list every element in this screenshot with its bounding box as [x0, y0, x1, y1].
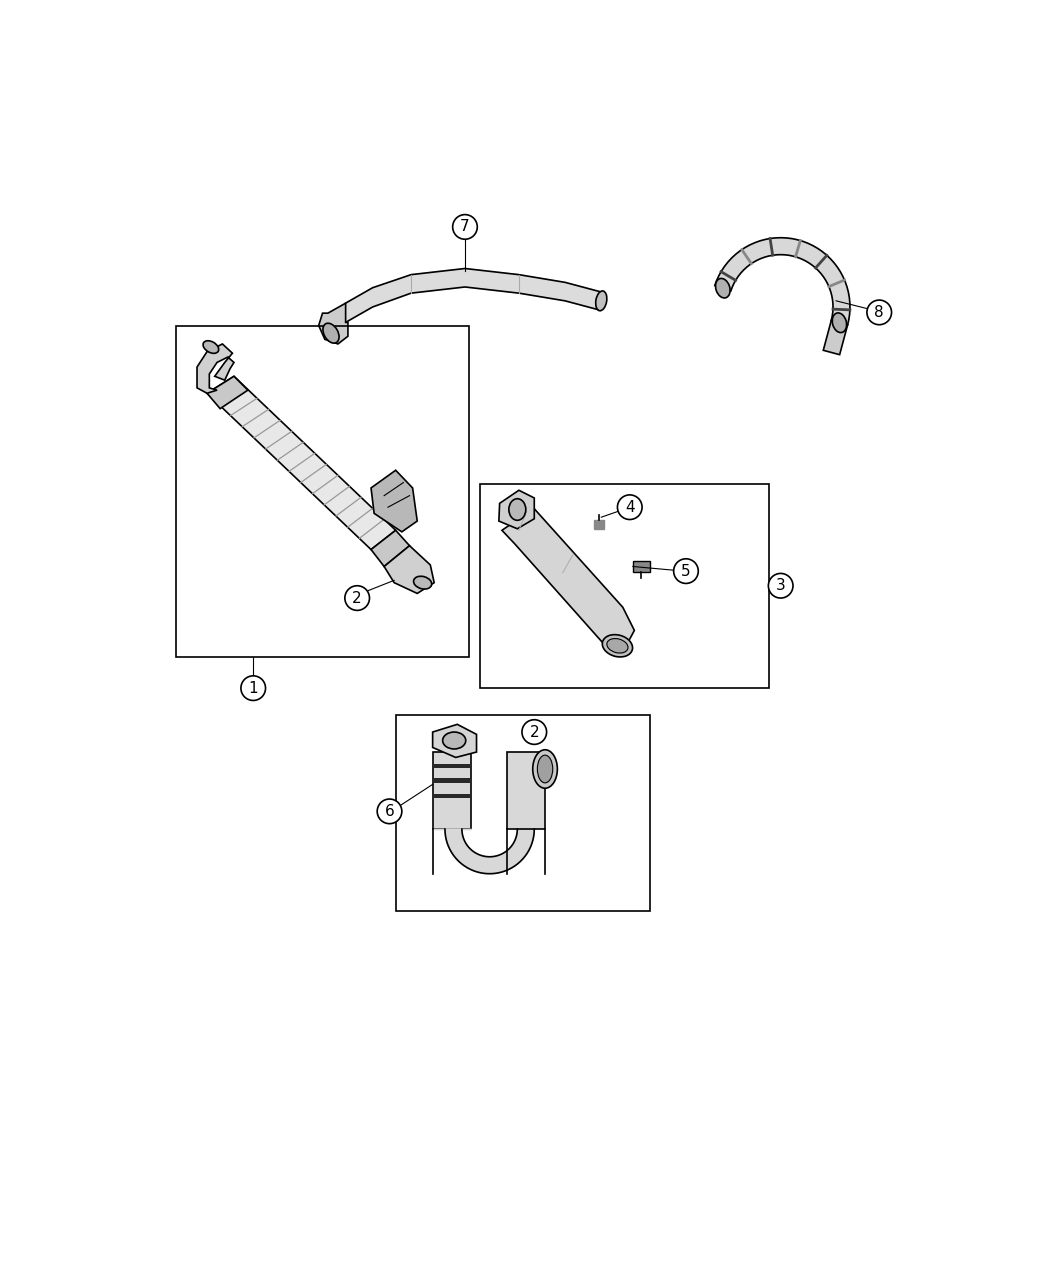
Circle shape	[867, 300, 891, 325]
Bar	[433, 752, 471, 829]
Ellipse shape	[833, 312, 846, 333]
Polygon shape	[445, 829, 534, 873]
Bar	[433, 778, 471, 783]
Polygon shape	[499, 491, 534, 529]
Circle shape	[453, 214, 478, 240]
Text: 7: 7	[460, 219, 469, 235]
Text: 1: 1	[249, 681, 258, 696]
Bar	[433, 764, 471, 769]
Text: 6: 6	[384, 803, 395, 819]
Bar	[176, 326, 469, 658]
Ellipse shape	[203, 340, 218, 353]
Polygon shape	[715, 237, 849, 325]
Ellipse shape	[607, 639, 628, 653]
Polygon shape	[345, 269, 600, 323]
Bar	[481, 484, 769, 688]
Text: 3: 3	[776, 579, 785, 593]
Text: 4: 4	[625, 500, 634, 515]
Polygon shape	[594, 519, 604, 529]
Polygon shape	[502, 509, 634, 652]
Polygon shape	[433, 724, 477, 757]
Circle shape	[769, 574, 793, 598]
Bar	[506, 752, 545, 829]
Text: 8: 8	[875, 305, 884, 320]
Text: 2: 2	[529, 724, 539, 740]
Ellipse shape	[509, 499, 526, 520]
Circle shape	[674, 558, 698, 584]
Bar	[396, 715, 650, 912]
Ellipse shape	[443, 732, 466, 748]
Ellipse shape	[323, 324, 339, 343]
Circle shape	[240, 676, 266, 700]
Ellipse shape	[595, 291, 607, 311]
Circle shape	[344, 585, 370, 611]
Polygon shape	[823, 320, 847, 354]
Ellipse shape	[715, 278, 730, 298]
Ellipse shape	[603, 635, 632, 657]
Circle shape	[617, 495, 643, 519]
Polygon shape	[197, 344, 234, 393]
Polygon shape	[371, 530, 410, 566]
Text: 2: 2	[353, 590, 362, 606]
Bar	[633, 561, 650, 572]
Circle shape	[522, 719, 547, 745]
Polygon shape	[207, 376, 248, 409]
Text: 5: 5	[681, 564, 691, 579]
Polygon shape	[207, 376, 396, 550]
Circle shape	[377, 799, 402, 824]
Ellipse shape	[532, 750, 558, 788]
Polygon shape	[371, 470, 417, 532]
Bar	[433, 793, 471, 798]
Ellipse shape	[538, 755, 552, 783]
Polygon shape	[319, 303, 348, 344]
Polygon shape	[384, 546, 435, 593]
Ellipse shape	[414, 576, 432, 589]
